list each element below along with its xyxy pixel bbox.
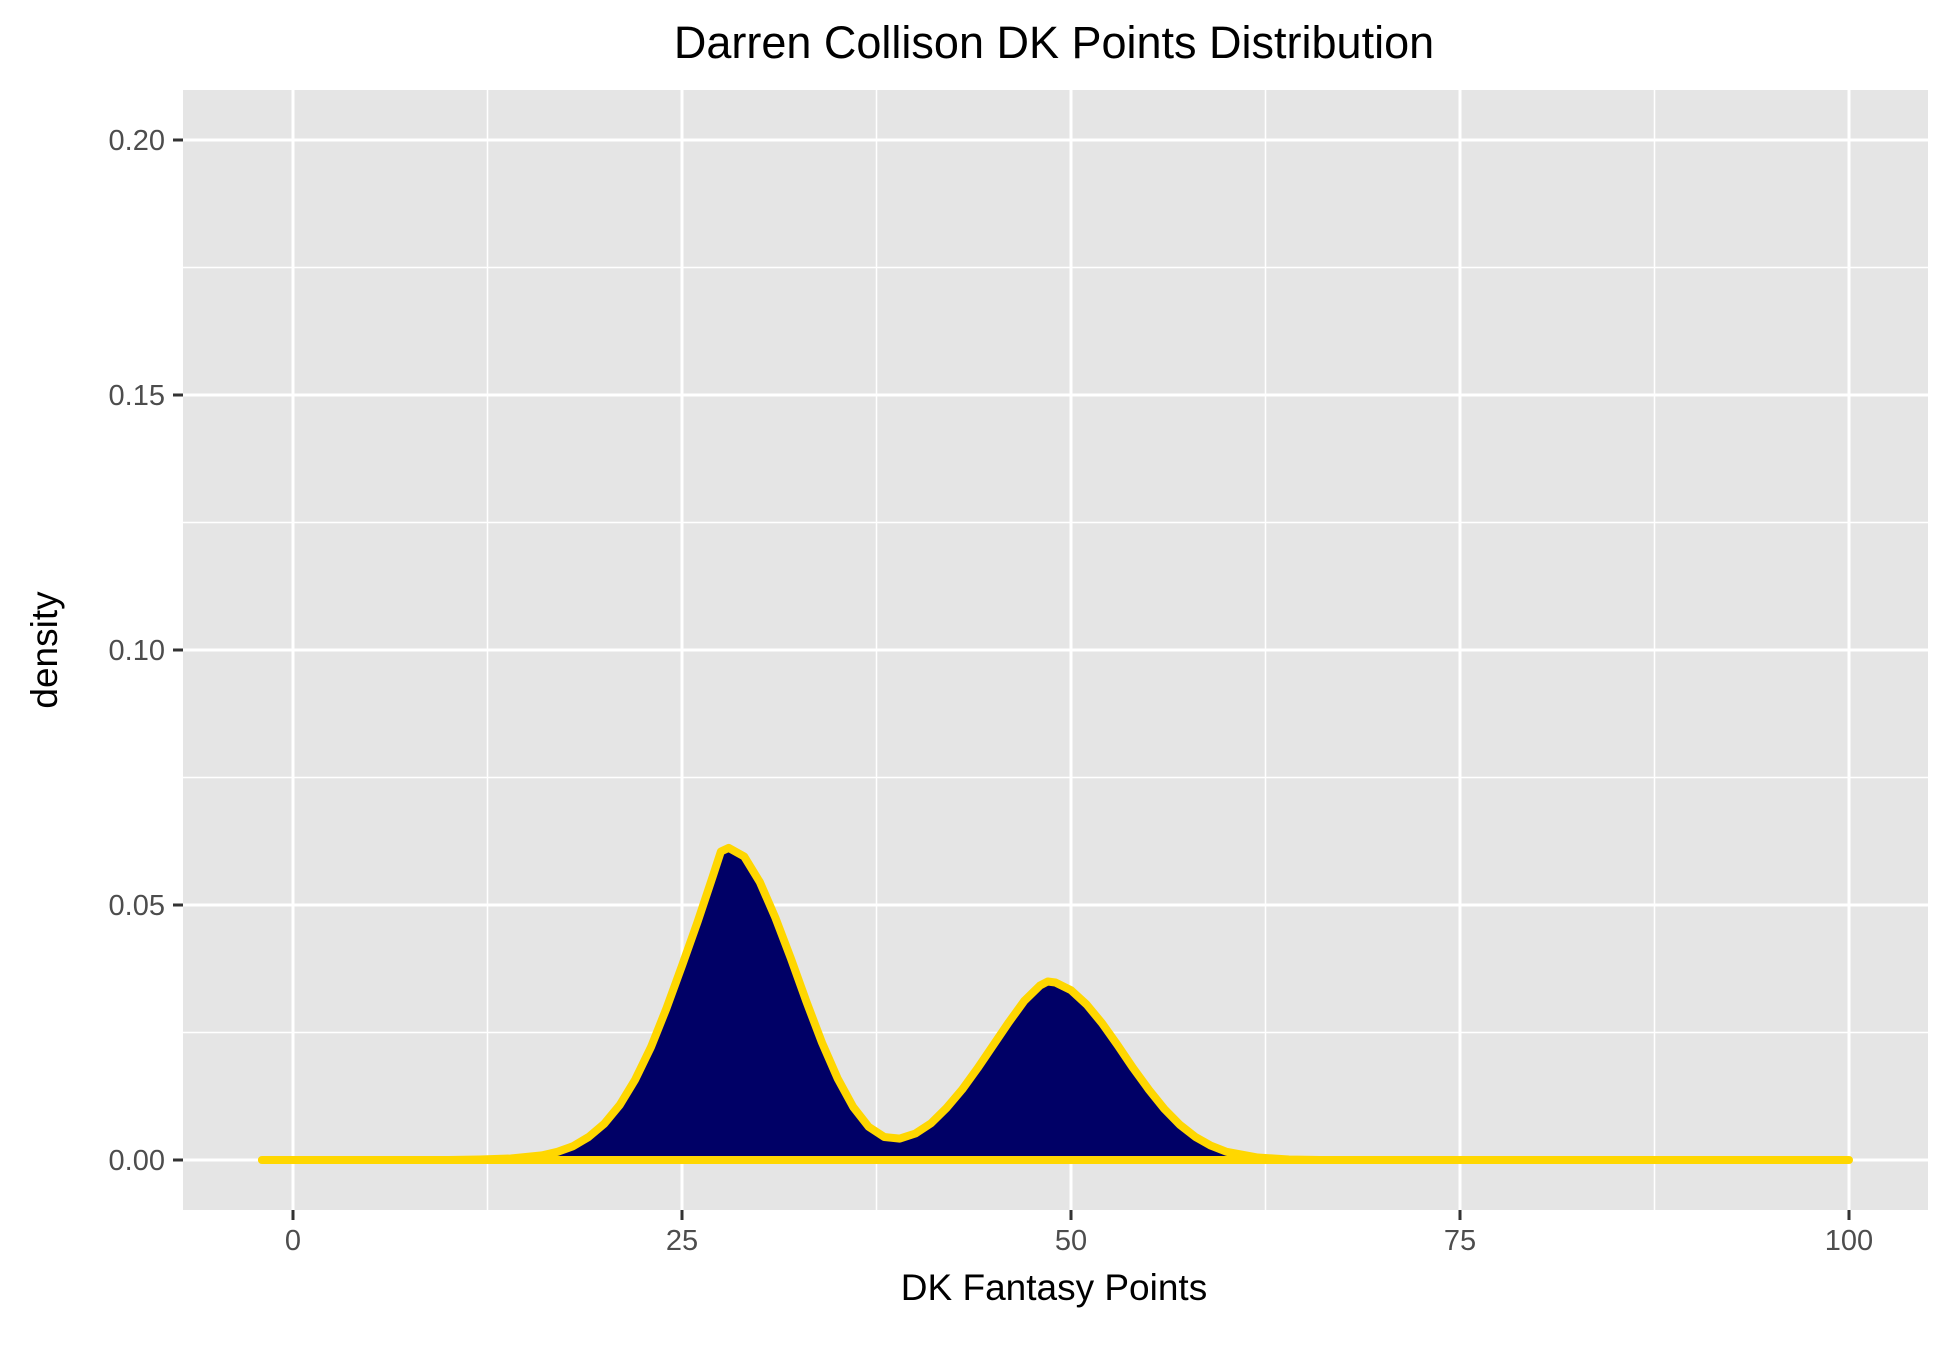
y-tick-label: 0.00 [109, 1145, 165, 1177]
density-outline [257, 843, 1853, 1164]
x-tick-label: 75 [1444, 1225, 1476, 1257]
y-tick-label: 0.05 [109, 890, 165, 922]
y-tick-label: 0.15 [109, 380, 165, 412]
y-tick-label: 0.10 [109, 635, 165, 667]
x-tick-label: 100 [1825, 1225, 1873, 1257]
density-area [261, 847, 1849, 1160]
x-tick-label: 25 [666, 1225, 698, 1257]
y-axis-label: density [24, 591, 65, 709]
x-tick-label: 50 [1055, 1225, 1087, 1257]
y-tick-label: 0.20 [109, 125, 165, 157]
x-axis-label: DK Fantasy Points [901, 1267, 1207, 1308]
chart-title: Darren Collison DK Points Distribution [674, 17, 1434, 68]
x-tick-label: 0 [285, 1225, 301, 1257]
